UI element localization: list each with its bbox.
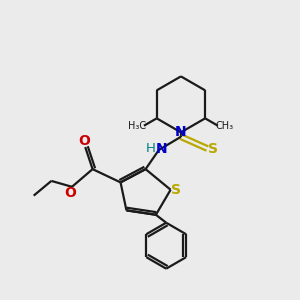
Text: S: S <box>171 183 181 197</box>
Text: N: N <box>155 142 167 155</box>
Text: H₃C: H₃C <box>128 121 146 131</box>
Text: O: O <box>78 134 90 148</box>
Text: S: S <box>208 142 218 155</box>
Text: H: H <box>146 142 155 155</box>
Text: N: N <box>175 125 187 139</box>
Text: O: O <box>64 186 76 200</box>
Text: CH₃: CH₃ <box>215 121 233 131</box>
